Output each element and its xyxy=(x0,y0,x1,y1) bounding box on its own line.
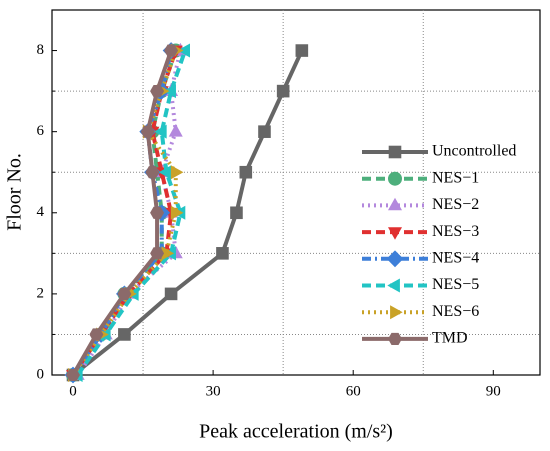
marker xyxy=(276,84,290,98)
x-tick-label: 0 xyxy=(69,383,77,399)
marker xyxy=(150,206,165,219)
legend-marker xyxy=(388,197,402,211)
legend-marker xyxy=(388,332,402,345)
legend-label: Uncontrolled xyxy=(432,143,516,160)
marker xyxy=(258,125,271,138)
marker xyxy=(158,165,172,180)
marker xyxy=(170,165,184,180)
legend-label: NES−4 xyxy=(432,249,479,266)
y-tick-label: 0 xyxy=(37,366,45,382)
marker xyxy=(89,328,104,341)
series-line xyxy=(71,49,178,377)
y-tick-label: 2 xyxy=(37,285,45,301)
y-tick-label: 8 xyxy=(37,42,45,58)
marker xyxy=(239,165,253,179)
legend-label: TMD xyxy=(432,330,468,347)
marker xyxy=(117,287,132,300)
x-tick-label: 90 xyxy=(486,383,501,399)
legend-label: NES−2 xyxy=(432,196,479,213)
legend-marker xyxy=(386,250,404,268)
marker xyxy=(150,247,165,260)
marker xyxy=(118,328,131,341)
marker xyxy=(154,124,167,139)
legend-label: NES−6 xyxy=(432,303,479,320)
legend-marker xyxy=(387,278,400,293)
y-axis-label: Floor No. xyxy=(4,153,26,231)
marker xyxy=(164,287,178,301)
marker xyxy=(150,85,165,98)
x-axis-label: Peak acceleration (m/s²) xyxy=(199,421,393,443)
marker xyxy=(230,206,243,220)
marker xyxy=(177,43,190,58)
legend-marker xyxy=(388,171,402,186)
legend-marker xyxy=(388,145,402,159)
x-tick-label: 60 xyxy=(346,383,361,399)
marker xyxy=(170,205,184,220)
legend-marker xyxy=(390,305,403,320)
x-tick-label: 30 xyxy=(206,383,221,399)
marker xyxy=(168,123,183,137)
marker xyxy=(164,44,179,57)
plot-frame xyxy=(51,9,541,376)
marker xyxy=(216,247,229,260)
legend-label: NES−5 xyxy=(432,276,479,293)
y-tick-label: 6 xyxy=(37,123,45,139)
marker xyxy=(140,125,155,138)
marker xyxy=(66,368,81,382)
marker xyxy=(295,44,309,57)
marker xyxy=(161,246,175,261)
y-tick-label: 4 xyxy=(37,204,45,220)
legend-marker xyxy=(388,227,402,240)
legend-label: NES−3 xyxy=(432,223,479,240)
marker xyxy=(163,84,176,99)
marker xyxy=(145,166,160,179)
legend-label: NES−1 xyxy=(432,169,479,186)
